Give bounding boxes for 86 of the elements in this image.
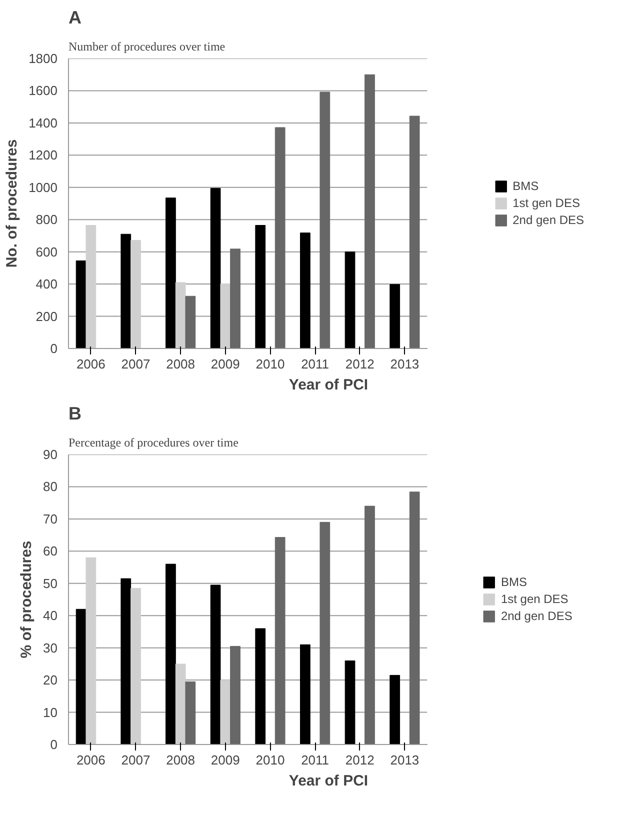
bar	[175, 664, 186, 744]
y-tick-label: 10	[43, 704, 58, 720]
bar	[274, 127, 286, 348]
legend-label: 2nd gen DES	[500, 609, 572, 623]
x-tick-label: 2013	[390, 356, 420, 372]
chart-subtitle: Number of procedures over time	[68, 40, 226, 54]
legend-label: 2nd gen DES	[512, 213, 584, 227]
bar	[120, 234, 132, 348]
bar	[255, 225, 266, 348]
x-tick-label: 2010	[256, 356, 285, 372]
bar	[220, 283, 231, 348]
y-tick-label: 20	[43, 672, 58, 688]
x-tick-label: 2007	[121, 752, 150, 768]
y-tick-label: 1800	[28, 51, 58, 66]
y-tick-label: 50	[43, 576, 58, 591]
bar	[300, 644, 310, 744]
bar	[220, 680, 231, 744]
x-tick-label: 2009	[210, 356, 240, 372]
x-tick-label: 2008	[166, 356, 196, 372]
bar	[230, 646, 240, 744]
x-tick-label: 2006	[76, 356, 106, 372]
bar	[76, 260, 86, 348]
y-tick-label: 80	[43, 479, 58, 494]
legend-label: BMS	[512, 179, 539, 193]
legend-label: BMS	[500, 575, 527, 589]
bar	[120, 578, 132, 744]
y-tick-label: 30	[43, 640, 58, 656]
bar	[185, 296, 196, 348]
y-tick-label: 600	[36, 244, 58, 260]
y-tick-label: 800	[36, 212, 58, 228]
x-axis-title: Year of PCI	[288, 772, 368, 790]
x-axis-title: Year of PCI	[288, 376, 368, 394]
legend-label: 1st gen DES	[512, 196, 580, 210]
bar	[409, 492, 420, 744]
bar	[344, 252, 356, 348]
bar	[300, 232, 310, 348]
x-tick-label: 2007	[121, 356, 150, 372]
y-tick-label: 1400	[28, 115, 58, 130]
y-tick-label: 70	[43, 511, 58, 526]
y-tick-label: 0	[50, 341, 58, 356]
bar	[210, 188, 221, 348]
y-tick-label: 400	[36, 276, 58, 292]
y-tick-label: 40	[43, 608, 58, 624]
bar	[274, 537, 286, 744]
y-tick-label: 200	[36, 308, 58, 324]
bar	[130, 240, 141, 348]
x-tick-label: 2006	[76, 752, 106, 768]
bar	[185, 681, 196, 744]
bar	[230, 248, 240, 348]
x-tick-label: 2011	[301, 356, 330, 372]
bar	[320, 92, 330, 348]
y-axis-title: No. of procedures	[4, 139, 21, 268]
y-axis-title: % of procedures	[18, 540, 36, 658]
x-tick-label: 2008	[166, 752, 196, 768]
x-tick-label: 2012	[345, 356, 374, 372]
x-tick-label: 2013	[390, 752, 420, 768]
bar	[390, 284, 400, 348]
bar	[364, 74, 375, 348]
chart-title: A	[68, 8, 82, 28]
bar	[210, 584, 221, 744]
y-tick-label: 1000	[28, 180, 58, 195]
bar	[364, 506, 375, 744]
y-tick-label: 1600	[28, 83, 58, 98]
bar	[320, 522, 330, 744]
x-tick-label: 2009	[210, 752, 240, 768]
y-tick-label: 90	[43, 447, 58, 462]
bar	[76, 608, 86, 744]
bar	[86, 225, 96, 348]
bar	[409, 116, 420, 348]
bar	[255, 628, 266, 744]
chart-title: B	[68, 404, 82, 424]
y-tick-label: 0	[50, 737, 58, 752]
chart-subtitle: Percentage of procedures over time	[68, 436, 238, 450]
bar	[86, 557, 96, 744]
bar	[344, 660, 356, 744]
y-tick-label: 60	[43, 544, 58, 559]
bar	[166, 564, 176, 744]
legend-label: 1st gen DES	[500, 592, 568, 606]
x-tick-label: 2010	[256, 752, 285, 768]
bar	[130, 588, 141, 744]
bar	[390, 674, 400, 744]
bar	[166, 198, 176, 348]
x-tick-label: 2012	[345, 752, 374, 768]
y-tick-label: 1200	[28, 148, 58, 163]
x-tick-label: 2011	[301, 752, 330, 768]
bar	[175, 282, 186, 348]
